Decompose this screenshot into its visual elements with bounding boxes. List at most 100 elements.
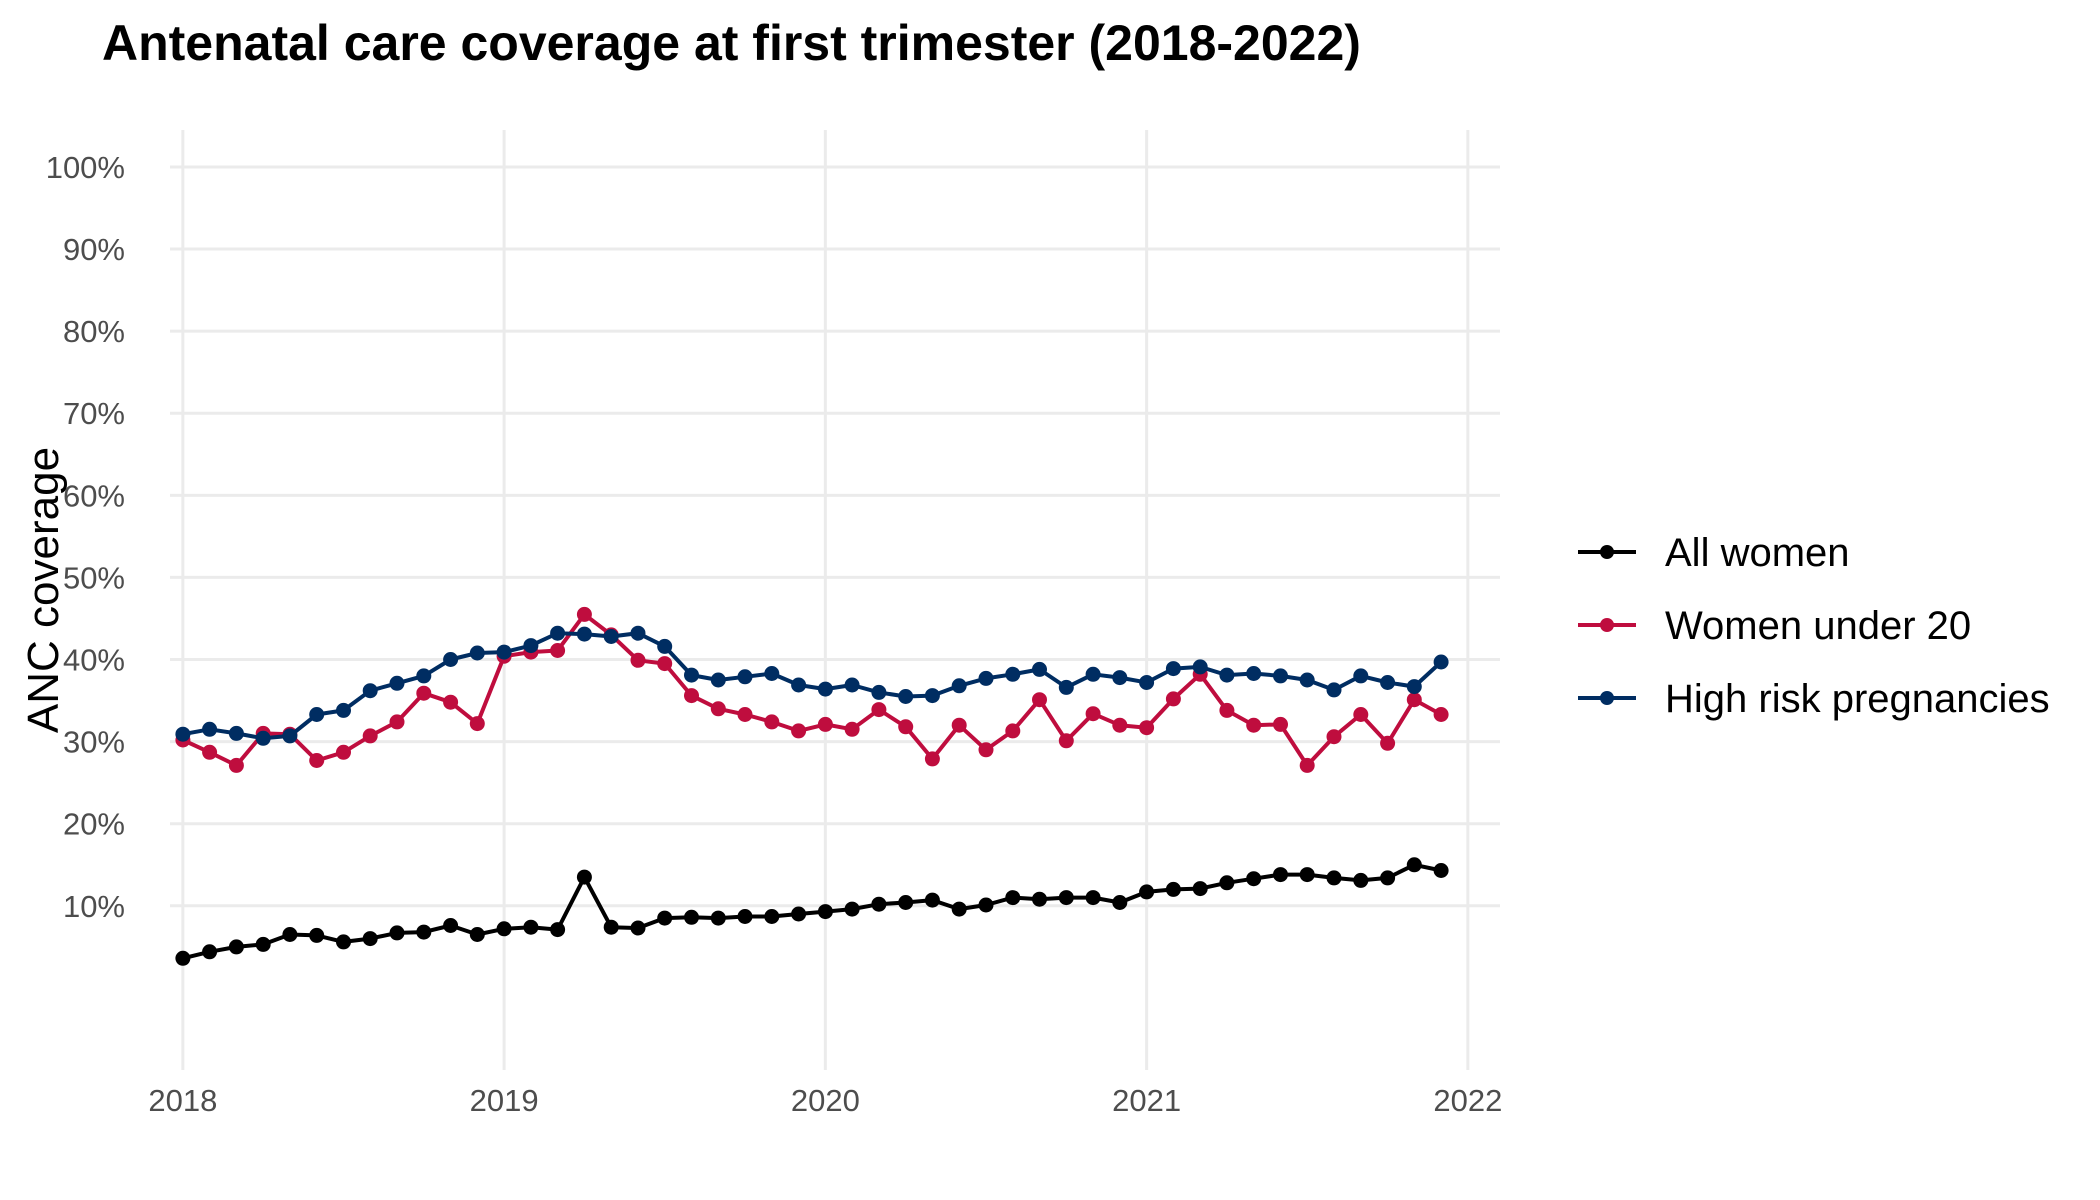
data-point bbox=[469, 927, 485, 942]
data-point bbox=[443, 918, 459, 933]
data-point bbox=[1058, 733, 1074, 749]
y-tick-label: 100% bbox=[46, 150, 125, 185]
data-point bbox=[1380, 870, 1396, 886]
data-point bbox=[1112, 895, 1128, 910]
x-tick-label: 2020 bbox=[791, 1083, 860, 1118]
data-point bbox=[791, 723, 807, 739]
data-point bbox=[1353, 668, 1369, 684]
data-point bbox=[202, 944, 218, 960]
data-point bbox=[898, 689, 914, 704]
data-point bbox=[898, 719, 914, 735]
data-point bbox=[255, 936, 271, 952]
grid bbox=[170, 130, 1500, 1070]
data-point bbox=[871, 896, 887, 912]
data-point bbox=[603, 629, 619, 644]
y-tick-label: 70% bbox=[63, 396, 125, 431]
data-point bbox=[871, 702, 887, 718]
data-point bbox=[443, 652, 459, 667]
data-point bbox=[764, 909, 780, 924]
axis-ticks: 10% 20% 30% 40% 50% 60% 70% 80% 90% 100% 2018 2019 2… bbox=[46, 150, 1503, 1118]
legend: All women Women under 20 High risk pregnan… bbox=[1578, 531, 2050, 721]
data-point bbox=[844, 721, 860, 737]
data-point bbox=[550, 643, 566, 658]
legend-label: All women bbox=[1665, 531, 1850, 575]
y-axis-label: ANC coverage bbox=[19, 447, 68, 733]
data-point bbox=[576, 606, 592, 622]
data-point bbox=[924, 751, 940, 767]
data-point bbox=[684, 667, 699, 683]
data-point bbox=[309, 753, 325, 768]
data-point bbox=[871, 684, 887, 700]
x-tick-label: 2021 bbox=[1112, 1083, 1181, 1118]
data-point bbox=[1139, 675, 1155, 690]
data-point bbox=[791, 906, 807, 922]
data-point bbox=[1299, 672, 1315, 688]
data-point bbox=[1192, 659, 1208, 675]
data-point bbox=[764, 714, 780, 730]
data-point bbox=[416, 685, 432, 701]
data-point bbox=[844, 677, 860, 693]
data-point bbox=[523, 638, 539, 654]
data-point bbox=[630, 652, 646, 668]
data-point bbox=[282, 728, 298, 744]
data-point bbox=[1085, 666, 1101, 682]
y-tick-label: 60% bbox=[63, 478, 125, 513]
data-point bbox=[362, 728, 378, 744]
data-point bbox=[1380, 735, 1396, 751]
data-point bbox=[282, 927, 298, 942]
data-point bbox=[630, 920, 646, 936]
data-point bbox=[710, 672, 726, 688]
data-point bbox=[416, 924, 432, 940]
data-point bbox=[1433, 654, 1449, 670]
data-point bbox=[1219, 667, 1235, 683]
data-point bbox=[336, 934, 351, 950]
data-point bbox=[951, 717, 967, 733]
x-tick-label: 2022 bbox=[1433, 1083, 1502, 1118]
data-point bbox=[1380, 675, 1396, 690]
data-point bbox=[1353, 707, 1369, 722]
data-point bbox=[1005, 890, 1021, 906]
data-point bbox=[898, 895, 914, 910]
data-point bbox=[1112, 717, 1128, 733]
legend-item: All women bbox=[1578, 531, 1850, 575]
data-point bbox=[1406, 692, 1422, 708]
legend-label: Women under 20 bbox=[1665, 604, 1971, 648]
data-point bbox=[1246, 717, 1262, 733]
data-point bbox=[416, 668, 432, 684]
data-point bbox=[1032, 891, 1047, 907]
data-point bbox=[924, 688, 940, 704]
legend-item: Women under 20 bbox=[1578, 604, 1971, 648]
y-tick-label: 80% bbox=[63, 314, 125, 349]
data-point bbox=[1273, 716, 1288, 732]
data-point bbox=[1326, 682, 1342, 698]
data-point bbox=[1246, 666, 1262, 681]
data-point bbox=[657, 638, 673, 654]
data-point bbox=[255, 730, 271, 746]
data-point bbox=[389, 925, 405, 941]
data-point bbox=[1058, 679, 1074, 695]
data-point bbox=[1192, 881, 1208, 897]
data-point bbox=[309, 927, 325, 943]
data-point bbox=[1005, 666, 1021, 682]
data-point bbox=[175, 726, 191, 742]
data-point bbox=[389, 675, 405, 691]
data-point bbox=[1246, 871, 1262, 887]
data-point bbox=[951, 678, 967, 694]
data-point bbox=[228, 757, 244, 773]
y-tick-label: 20% bbox=[63, 807, 125, 842]
data-point bbox=[1112, 670, 1128, 686]
data-point bbox=[1165, 691, 1181, 707]
data-point bbox=[1165, 661, 1181, 677]
data-point bbox=[1085, 706, 1101, 722]
data-point bbox=[630, 625, 646, 641]
data-point bbox=[469, 645, 485, 661]
data-point bbox=[523, 919, 539, 935]
legend-item: High risk pregnancies bbox=[1578, 677, 2050, 721]
y-tick-label: 30% bbox=[63, 725, 125, 760]
data-point bbox=[710, 910, 726, 926]
data-point bbox=[978, 742, 994, 758]
data-point bbox=[710, 701, 726, 717]
data-point bbox=[684, 688, 699, 704]
data-point bbox=[951, 901, 967, 917]
data-point bbox=[443, 694, 459, 710]
